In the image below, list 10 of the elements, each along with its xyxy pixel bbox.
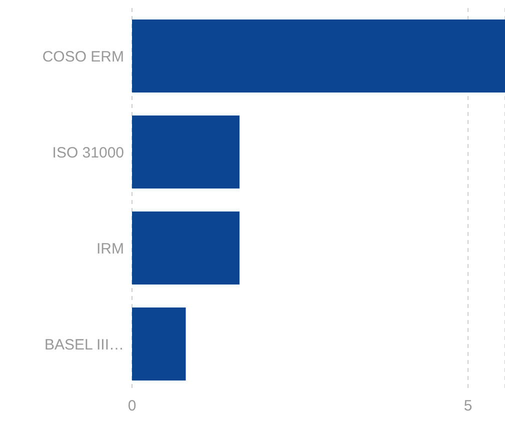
bar (132, 212, 240, 285)
y-tick-label: ISO 31000 (52, 144, 124, 162)
bar (132, 116, 240, 189)
y-tick-label: IRM (96, 240, 124, 258)
y-tick-label: BASEL III… (44, 336, 124, 354)
x-tick-label: 5 (464, 398, 472, 415)
bar (132, 20, 505, 93)
y-tick-label: COSO ERM (42, 48, 124, 66)
bar (132, 308, 186, 381)
x-tick-label: 0 (128, 398, 136, 415)
